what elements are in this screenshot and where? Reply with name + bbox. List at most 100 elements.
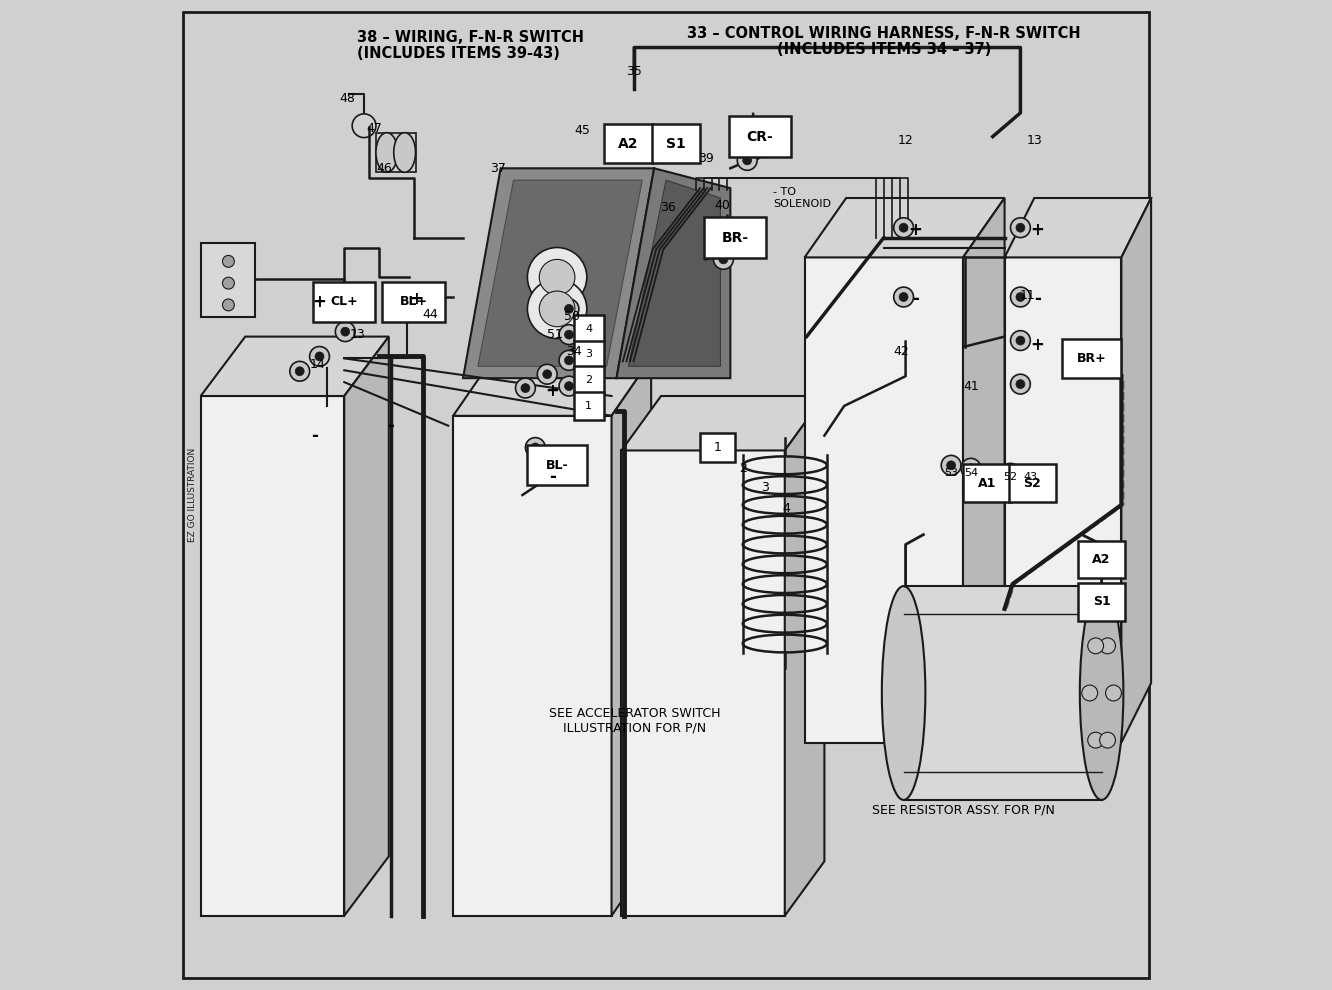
Text: 47: 47 <box>366 122 382 136</box>
Bar <box>701 433 735 462</box>
Ellipse shape <box>394 133 416 172</box>
Circle shape <box>967 463 975 473</box>
Circle shape <box>222 255 234 267</box>
Polygon shape <box>629 180 721 366</box>
Bar <box>653 124 699 163</box>
Text: 33 – CONTROL WIRING HARNESS, F-N-R SWITCH: 33 – CONTROL WIRING HARNESS, F-N-R SWITC… <box>687 26 1080 42</box>
Text: 13: 13 <box>1027 134 1042 148</box>
Circle shape <box>316 351 324 361</box>
Text: SEE RESISTOR ASSY. FOR P/N: SEE RESISTOR ASSY. FOR P/N <box>871 803 1055 817</box>
Bar <box>376 133 416 172</box>
Text: 51: 51 <box>547 328 563 342</box>
Circle shape <box>542 369 551 379</box>
Circle shape <box>222 299 234 311</box>
Text: 52: 52 <box>1003 472 1018 482</box>
Circle shape <box>1006 469 1015 478</box>
Text: 42: 42 <box>894 345 910 358</box>
Text: S1: S1 <box>666 137 686 150</box>
Polygon shape <box>805 257 963 742</box>
Bar <box>574 392 603 420</box>
Polygon shape <box>1004 257 1122 742</box>
Circle shape <box>738 150 757 170</box>
Text: 50: 50 <box>563 310 579 324</box>
Circle shape <box>894 287 914 307</box>
Text: S1: S1 <box>1092 595 1111 609</box>
Circle shape <box>559 325 579 345</box>
Text: 3: 3 <box>585 349 593 359</box>
Circle shape <box>533 450 553 470</box>
Bar <box>574 341 603 368</box>
Text: 44: 44 <box>422 308 438 322</box>
Bar <box>963 464 1011 502</box>
Text: 39: 39 <box>698 151 714 165</box>
Circle shape <box>1016 336 1024 346</box>
Text: 48: 48 <box>340 92 356 106</box>
Text: -: - <box>912 290 919 308</box>
Text: BR+: BR+ <box>1076 351 1107 365</box>
Ellipse shape <box>1080 586 1123 800</box>
Polygon shape <box>805 198 1004 257</box>
Text: 13: 13 <box>349 328 365 342</box>
Circle shape <box>723 245 731 254</box>
Text: 41: 41 <box>963 379 979 393</box>
Polygon shape <box>611 358 651 916</box>
Bar <box>729 116 791 157</box>
Text: -: - <box>549 468 555 486</box>
Text: EZ GO ILLUSTRATION: EZ GO ILLUSTRATION <box>188 447 197 543</box>
Circle shape <box>1023 472 1032 482</box>
Text: A2: A2 <box>1092 552 1111 566</box>
Circle shape <box>296 366 304 376</box>
Circle shape <box>565 381 574 391</box>
Polygon shape <box>622 396 825 450</box>
Circle shape <box>539 291 575 327</box>
Circle shape <box>718 240 738 259</box>
Circle shape <box>352 114 376 138</box>
Text: S2: S2 <box>1023 476 1042 490</box>
Circle shape <box>527 248 587 307</box>
Circle shape <box>559 350 579 370</box>
Ellipse shape <box>376 133 398 172</box>
Text: BL+: BL+ <box>400 295 428 309</box>
Circle shape <box>1016 379 1024 389</box>
Circle shape <box>538 455 546 465</box>
Bar <box>382 282 445 322</box>
Circle shape <box>719 254 727 264</box>
Polygon shape <box>785 396 825 916</box>
Text: 3: 3 <box>761 480 769 494</box>
Polygon shape <box>622 450 785 916</box>
Circle shape <box>565 331 574 340</box>
Text: -: - <box>388 417 394 435</box>
Circle shape <box>539 259 575 295</box>
Text: +: + <box>1031 221 1044 239</box>
Circle shape <box>947 460 955 470</box>
Text: +: + <box>545 382 559 400</box>
Polygon shape <box>1004 198 1151 257</box>
Text: 1: 1 <box>714 441 722 454</box>
Text: CR-: CR- <box>747 130 774 144</box>
Circle shape <box>714 249 734 269</box>
Circle shape <box>336 322 356 342</box>
Text: +: + <box>409 290 424 308</box>
Text: 46: 46 <box>376 161 392 175</box>
Bar <box>313 282 376 322</box>
Circle shape <box>1088 638 1104 653</box>
Bar <box>201 243 256 317</box>
Text: 40: 40 <box>714 199 730 213</box>
Polygon shape <box>478 180 642 366</box>
Text: (INCLUDES ITEMS 34 – 37): (INCLUDES ITEMS 34 – 37) <box>777 42 991 57</box>
Bar <box>705 217 766 258</box>
Circle shape <box>960 458 980 478</box>
Circle shape <box>749 146 758 155</box>
Polygon shape <box>453 358 651 416</box>
Circle shape <box>341 327 350 337</box>
Polygon shape <box>1122 198 1151 742</box>
Circle shape <box>1011 218 1031 238</box>
Text: BL-: BL- <box>546 458 569 472</box>
Circle shape <box>309 346 329 366</box>
Circle shape <box>1082 685 1098 701</box>
Circle shape <box>942 455 960 475</box>
Text: 4: 4 <box>783 502 791 516</box>
Text: 43: 43 <box>1023 472 1038 482</box>
Text: 38 – WIRING, F-N-R SWITCH: 38 – WIRING, F-N-R SWITCH <box>357 30 585 46</box>
Circle shape <box>743 141 763 160</box>
